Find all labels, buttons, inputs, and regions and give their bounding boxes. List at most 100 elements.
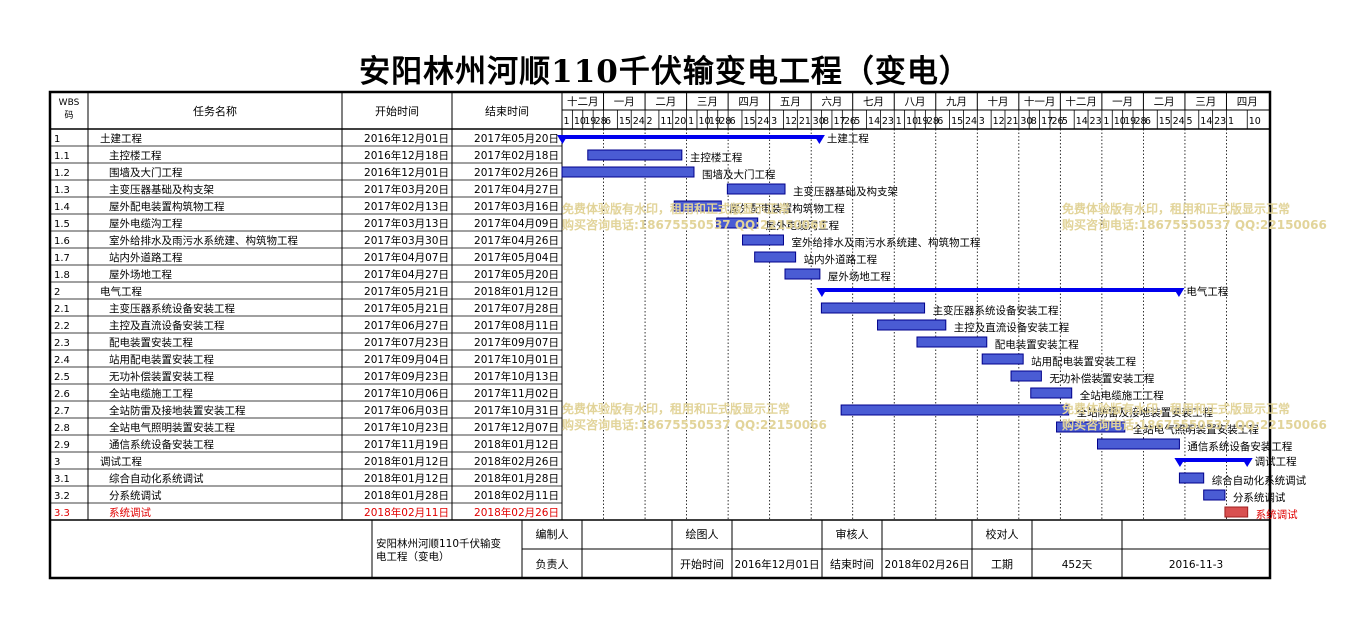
footer-label: 绘图人 xyxy=(686,527,719,541)
task-start: 2018年01月12日 xyxy=(364,455,449,468)
bar-label: 主变压器系统设备安装工程 xyxy=(933,304,1059,317)
task-bar xyxy=(742,234,784,246)
day-label: 15 xyxy=(951,116,963,127)
day-label: 28 xyxy=(927,116,939,127)
bar-label: 土建工程 xyxy=(827,132,869,145)
task-bar xyxy=(1056,421,1126,433)
task-end: 2017年09月07日 xyxy=(474,336,559,349)
task-wbs: 2.7 xyxy=(54,406,70,417)
task-bar xyxy=(1030,387,1073,399)
task-name: 土建工程 xyxy=(100,132,142,145)
task-start: 2017年03月13日 xyxy=(364,217,449,230)
month-label: 十二月 xyxy=(567,95,599,108)
task-name: 主控及直流设备安装工程 xyxy=(109,319,225,332)
watermark: 免费体验版有水印，租用和正式版显示正常 购买咨询电话:18675550537 QQ… xyxy=(1062,202,1327,232)
task-bar xyxy=(916,336,988,348)
month-label: 一月 xyxy=(1112,96,1133,108)
task-wbs: 2.8 xyxy=(54,423,70,434)
watermark: 免费体验版有水印，租用和正式版显示正常 购买咨询电话:18675550537 QQ… xyxy=(562,402,827,432)
task-name: 站用配电装置安装工程 xyxy=(109,353,214,366)
month-label: 一月 xyxy=(614,96,635,108)
watermark: 免费体验版有水印，租用和正式版显示正常购买咨询电话:18675550537 QQ… xyxy=(562,202,827,232)
task-end: 2017年10月01日 xyxy=(474,353,559,366)
task-name: 无功补偿装置安装工程 xyxy=(109,370,214,383)
task-end: 2018年01月28日 xyxy=(474,472,559,485)
task-end: 2017年04月27日 xyxy=(474,183,559,196)
bar-label: 全站防雷及接地装置安装工程 xyxy=(1077,406,1214,419)
task-bar xyxy=(754,251,797,263)
footer-project: 电工程（变电） xyxy=(376,550,450,563)
day-label: 6 xyxy=(730,116,736,127)
day-label: 28 xyxy=(1135,116,1147,127)
day-label: 1 xyxy=(564,116,570,127)
task-end: 2017年05月20日 xyxy=(474,132,559,145)
task-start: 2017年06月03日 xyxy=(364,404,449,417)
task-end: 2018年02月26日 xyxy=(474,506,559,519)
task-end: 2018年02月26日 xyxy=(474,455,559,468)
task-bar xyxy=(726,183,786,195)
task-end: 2017年02月18日 xyxy=(474,149,559,162)
task-start: 2017年03月30日 xyxy=(364,234,449,247)
task-end: 2017年10月13日 xyxy=(474,370,559,383)
task-wbs: 2.6 xyxy=(54,389,70,400)
task-wbs: 1.1 xyxy=(54,151,70,162)
day-label: 10 xyxy=(1249,116,1261,127)
footer-value: 452天 xyxy=(1062,559,1093,571)
task-wbs: 2.4 xyxy=(54,355,70,366)
day-label: 17 xyxy=(1041,116,1053,127)
task-start: 2017年04月27日 xyxy=(364,268,449,281)
watermark-line: 免费体验版有水印，租用和正式版显示正常 xyxy=(562,202,791,216)
day-label: 6 xyxy=(937,116,943,127)
task-name: 室外给排水及雨污水系统建、构筑物工程 xyxy=(109,234,298,247)
task-bar xyxy=(1097,438,1180,450)
month-label: 七月 xyxy=(863,96,884,108)
footer-value: 2018年02月26日 xyxy=(885,558,970,571)
day-label: 12 xyxy=(993,116,1005,127)
task-start: 2016年12月18日 xyxy=(364,149,449,162)
task-name: 综合自动化系统调试 xyxy=(109,472,204,485)
header-task-name: 任务名称 xyxy=(193,104,237,118)
task-end: 2018年01月12日 xyxy=(474,438,559,451)
bar-label: 调试工程 xyxy=(1255,456,1297,468)
task-wbs: 1.3 xyxy=(54,185,70,196)
summary-bar-cap xyxy=(1241,458,1253,467)
task-bar xyxy=(673,200,722,212)
footer-label: 开始时间 xyxy=(680,557,724,571)
summary-bar xyxy=(1179,458,1248,462)
task-wbs: 2 xyxy=(54,287,60,298)
task-end: 2017年04月09日 xyxy=(474,217,559,230)
task-end: 2017年08月11日 xyxy=(474,319,559,332)
task-name: 全站防雷及接地装置安装工程 xyxy=(109,404,246,417)
task-end: 2017年12月07日 xyxy=(474,421,559,434)
footer-project: 安阳林州河顺110千伏输变 xyxy=(376,537,502,550)
task-name: 主控楼工程 xyxy=(109,149,162,162)
watermark-line: 购买咨询电话:18675550537 QQ:22150066 xyxy=(562,218,827,232)
footer-label: 结束时间 xyxy=(830,558,874,571)
header-wbs: WBS xyxy=(59,98,80,108)
month-label: 十一月 xyxy=(1024,95,1056,108)
task-end: 2017年11月02日 xyxy=(474,387,559,400)
task-wbs: 1.5 xyxy=(54,219,70,230)
task-wbs: 2.3 xyxy=(54,338,70,349)
task-start: 2017年11月19日 xyxy=(364,438,449,451)
task-start: 2016年12月01日 xyxy=(364,166,449,179)
bar-label: 分系统调试 xyxy=(1233,491,1286,504)
bar-label: 综合自动化系统调试 xyxy=(1212,474,1307,487)
task-name: 站内外道路工程 xyxy=(109,251,183,264)
task-wbs: 1.4 xyxy=(54,202,70,213)
footer-label: 负责人 xyxy=(536,557,569,571)
day-label: 5 xyxy=(1062,116,1068,127)
summary-bar-cap xyxy=(557,135,568,144)
task-name: 通信系统设备安装工程 xyxy=(109,438,214,451)
footer-label: 审核人 xyxy=(836,527,869,541)
task-start: 2017年02月13日 xyxy=(364,200,449,213)
task-bar xyxy=(716,217,759,229)
bar-label: 主控楼工程 xyxy=(690,151,743,164)
day-label: 3 xyxy=(979,116,985,127)
task-wbs: 2.5 xyxy=(54,372,70,383)
month-label: 九月 xyxy=(946,96,967,108)
task-start: 2017年03月20日 xyxy=(364,183,449,196)
day-label: 23 xyxy=(1214,116,1226,127)
bar-label: 室外给排水及雨污水系统建、构筑物工程 xyxy=(791,236,980,249)
bar-label: 站内外道路工程 xyxy=(804,253,878,266)
